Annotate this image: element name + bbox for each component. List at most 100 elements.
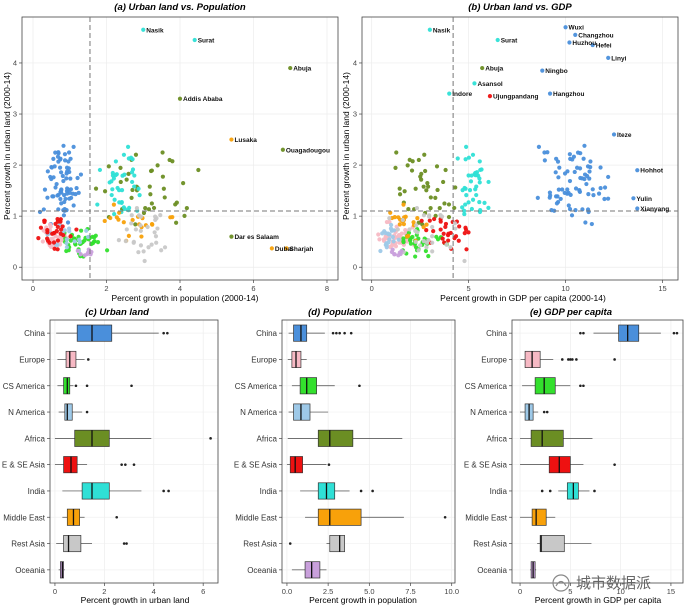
data-point xyxy=(590,187,595,192)
category-label: Rest Asia xyxy=(243,540,277,549)
data-point xyxy=(414,223,419,228)
point-label: Dar es Salaam xyxy=(234,234,279,241)
data-point xyxy=(431,229,436,234)
data-point xyxy=(57,165,63,170)
data-point xyxy=(452,205,457,211)
data-point xyxy=(384,219,389,225)
data-point xyxy=(86,250,91,255)
x-tick-label: 0.0 xyxy=(282,587,292,596)
outlier-point xyxy=(443,515,447,519)
data-point xyxy=(66,150,72,155)
data-point xyxy=(102,189,108,194)
data-point xyxy=(59,187,64,192)
data-point xyxy=(469,173,474,178)
data-point xyxy=(472,81,477,86)
data-point xyxy=(118,165,123,170)
data-point xyxy=(58,231,63,236)
category-label: China xyxy=(256,329,277,338)
data-point xyxy=(49,165,54,170)
data-point xyxy=(51,230,56,236)
x-tick-label: 6 xyxy=(251,284,255,293)
data-point xyxy=(37,209,43,215)
data-point xyxy=(126,208,131,213)
data-point xyxy=(598,185,603,191)
data-point xyxy=(74,227,79,232)
data-point xyxy=(567,178,573,184)
data-point xyxy=(441,179,446,185)
point-label: Linyi xyxy=(611,55,626,62)
data-point xyxy=(468,179,474,184)
outlier-point xyxy=(288,542,292,545)
category-label: Middle East xyxy=(3,513,46,522)
outlier-point xyxy=(343,331,346,335)
category-label: N America xyxy=(470,408,507,417)
data-point xyxy=(466,200,471,205)
point-label: Xianyang xyxy=(640,206,669,213)
data-point xyxy=(64,245,70,250)
data-point xyxy=(86,234,91,240)
data-point xyxy=(108,215,113,221)
box-e-se-asia xyxy=(54,456,136,474)
data-point xyxy=(635,168,640,173)
data-point xyxy=(377,237,382,242)
data-point xyxy=(424,228,429,233)
data-point xyxy=(464,144,469,149)
data-point xyxy=(401,222,406,227)
category-label: CS America xyxy=(465,382,508,391)
box-iqr xyxy=(293,324,308,342)
data-point xyxy=(66,187,71,192)
x-tick-label: 5 xyxy=(467,284,471,293)
data-point xyxy=(64,169,70,174)
data-point xyxy=(67,229,72,234)
data-point xyxy=(62,152,68,157)
data-point xyxy=(421,213,427,218)
data-point xyxy=(567,206,573,212)
point-label: Iteze xyxy=(617,132,632,139)
data-point xyxy=(575,150,581,155)
data-point xyxy=(82,238,87,243)
data-point xyxy=(411,220,416,225)
data-point xyxy=(390,234,395,240)
outlier-point xyxy=(124,463,127,466)
point-label: Hangzhou xyxy=(553,91,584,98)
data-point xyxy=(284,246,289,251)
data-point xyxy=(425,181,430,186)
data-point xyxy=(444,242,449,247)
data-point xyxy=(413,254,418,259)
data-point xyxy=(116,188,122,193)
data-point xyxy=(146,245,151,250)
category-label: Oceania xyxy=(247,566,277,575)
outlier-point xyxy=(579,331,582,335)
data-point xyxy=(155,226,160,231)
box-rest-asia xyxy=(56,535,128,553)
data-point xyxy=(589,221,594,227)
data-point xyxy=(129,170,135,175)
data-point xyxy=(415,216,420,221)
point-label: Asansol xyxy=(477,81,502,88)
data-point xyxy=(635,206,640,211)
data-point xyxy=(580,207,585,212)
data-point xyxy=(466,230,471,235)
data-point xyxy=(170,215,175,220)
data-point xyxy=(438,213,443,218)
watermark: 城市数据派 xyxy=(552,574,651,592)
data-point xyxy=(61,178,66,184)
data-point xyxy=(149,201,154,206)
data-point xyxy=(269,246,274,251)
data-point xyxy=(413,245,419,250)
data-point xyxy=(74,185,79,191)
data-point xyxy=(495,37,500,43)
box-china xyxy=(579,324,679,342)
category-label: India xyxy=(490,487,508,496)
data-point xyxy=(410,234,415,240)
data-point xyxy=(133,222,138,227)
data-point xyxy=(573,186,579,191)
data-point xyxy=(562,190,567,195)
data-point xyxy=(482,200,487,205)
data-point xyxy=(556,175,561,180)
data-point xyxy=(174,220,179,225)
outlier-point xyxy=(85,384,89,388)
data-point xyxy=(113,159,118,164)
data-point xyxy=(549,208,554,213)
data-point xyxy=(182,213,187,218)
